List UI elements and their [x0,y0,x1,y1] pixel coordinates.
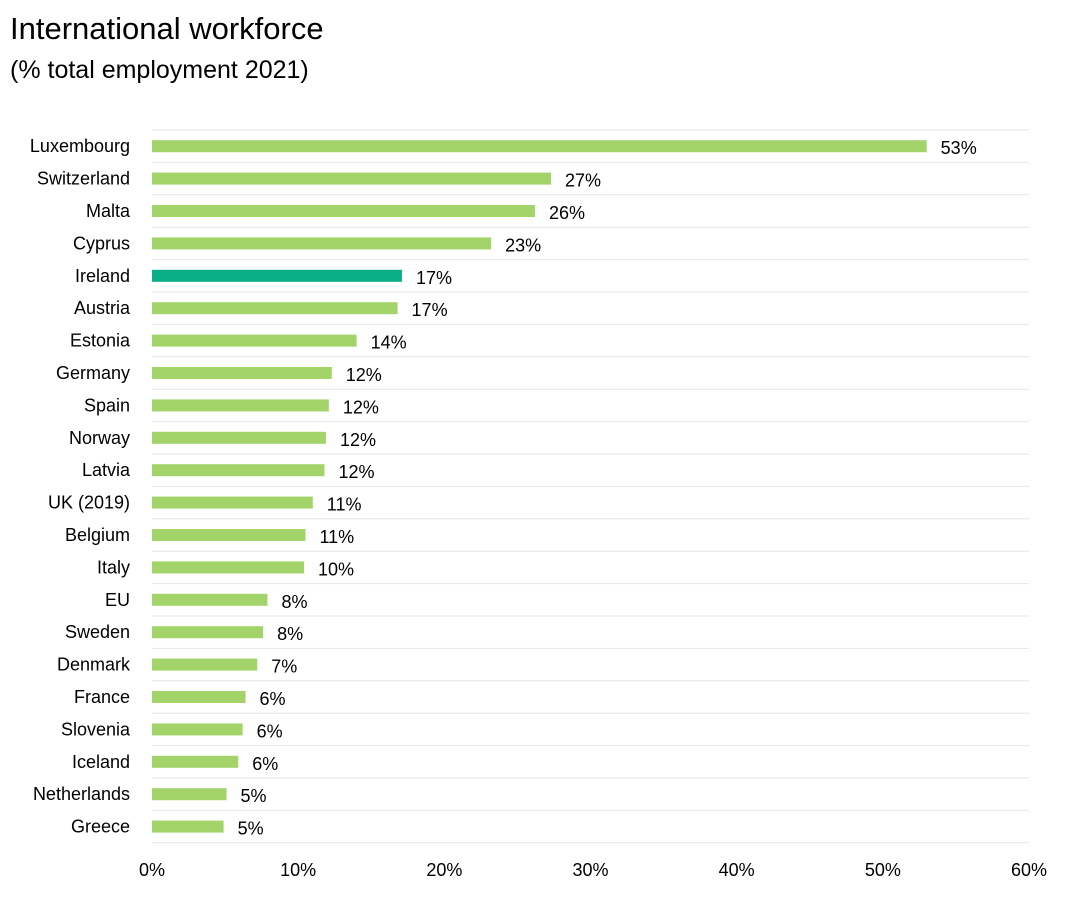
category-label: Sweden [65,622,130,642]
data-label: 8% [281,592,307,612]
data-label: 27% [565,171,601,191]
data-label: 5% [238,819,264,839]
x-tick-label: 40% [719,860,755,880]
category-label: Austria [74,298,131,318]
category-label: Ireland [75,266,130,286]
category-label: UK (2019) [48,493,130,513]
data-label: 6% [260,689,286,709]
category-label: Iceland [72,752,130,772]
data-label: 8% [277,624,303,644]
x-tick-label: 0% [139,860,165,880]
category-label: Malta [86,201,131,221]
bar-estonia [152,334,357,347]
bar-france [152,691,246,703]
category-label: Italy [97,557,130,577]
x-tick-label: 50% [865,860,901,880]
bar-sweden [152,626,264,639]
category-label: Denmark [57,655,131,675]
bar-iceland [152,755,239,768]
category-label: Estonia [70,331,131,351]
data-label: 26% [549,203,585,223]
data-label: 12% [338,462,374,482]
data-label: 11% [327,495,362,515]
data-label: 12% [346,365,382,385]
category-label: Cyprus [73,233,130,253]
data-label: 12% [340,430,376,450]
bar-luxembourg [152,140,927,153]
category-label: Belgium [65,525,130,545]
bar-cyprus [152,237,492,250]
bar-belgium [152,529,306,541]
data-label: 6% [252,754,278,774]
bar-germany [152,367,332,379]
category-label: EU [105,590,130,610]
chart-subtitle: (% total employment 2021) [10,56,309,84]
bar-italy [152,561,305,574]
category-label: France [74,687,130,707]
category-label: Germany [56,363,130,383]
category-label: Norway [69,428,130,448]
x-tick-label: 10% [280,860,316,880]
bar-ireland [152,269,402,282]
category-label: Luxembourg [30,136,130,156]
bar-uk-2019 [152,496,313,509]
bar-switzerland [152,172,552,185]
bar-netherlands [152,788,227,801]
chart-title: International workforce [10,11,324,46]
category-label: Netherlands [33,784,130,804]
data-label: 12% [343,397,379,417]
x-tick-label: 30% [572,860,608,880]
data-label: 6% [257,721,283,741]
data-label: 10% [318,559,354,579]
bar-malta [152,205,535,217]
category-label: Latvia [82,460,131,480]
x-tick-label: 20% [426,860,462,880]
category-label: Switzerland [37,169,130,189]
bar-eu [152,593,268,606]
category-label: Greece [71,817,130,837]
data-label: 14% [371,333,407,353]
bar-spain [152,399,329,412]
bar-norway [152,431,326,444]
bar-slovenia [152,723,243,736]
data-label: 7% [271,657,297,677]
data-label: 17% [416,268,452,288]
bar-latvia [152,464,325,477]
data-label: 17% [412,300,448,320]
bar-denmark [152,658,258,671]
category-label: Slovenia [61,719,131,739]
category-label: Spain [84,395,130,415]
data-label: 23% [505,235,541,255]
bar-austria [152,302,398,315]
data-label: 5% [241,786,267,806]
x-tick-label: 60% [1011,860,1047,880]
bar-greece [152,820,224,833]
data-label: 53% [941,138,977,158]
data-label: 11% [319,527,354,547]
